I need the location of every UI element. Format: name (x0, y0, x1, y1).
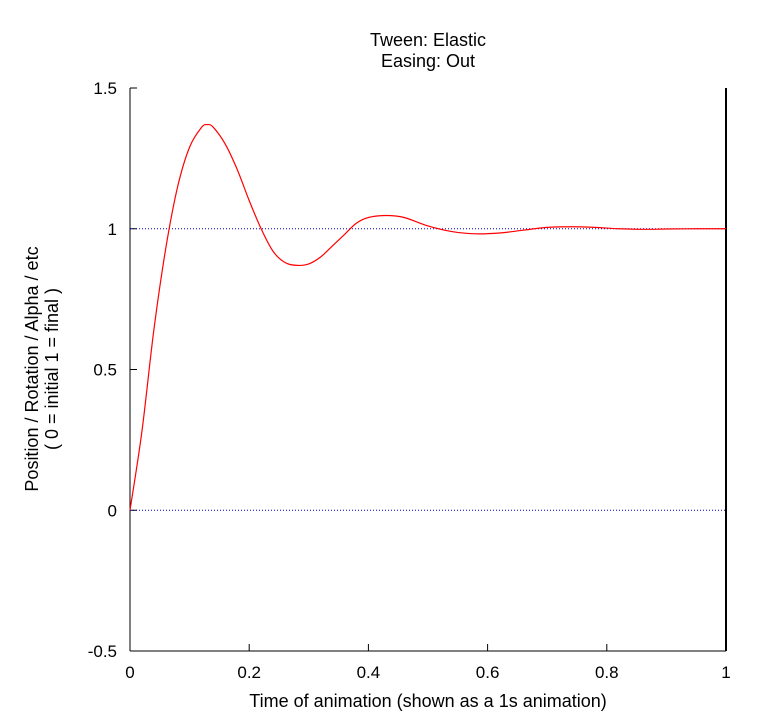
x-axis-label-group: Time of animation (shown as a 1s animati… (249, 691, 607, 711)
y-tick-label: 1 (108, 220, 117, 239)
x-tick-label: 1 (721, 663, 730, 682)
series-line (129, 123, 727, 511)
x-tick-label: 0.2 (237, 663, 261, 682)
y-tick-label: 0.5 (93, 361, 117, 380)
y-tick-label: -0.5 (88, 642, 117, 661)
y-axis-label-group: Position / Rotation / Alpha / etc ( 0 = … (22, 246, 62, 491)
x-tick-label: 0.4 (357, 663, 381, 682)
x-tick-label: 0 (125, 663, 134, 682)
y-axis-label-secondary: ( 0 = initial 1 = final ) (42, 288, 62, 450)
plot-area: 0 0.2 0.4 0.6 0.8 1 -0.5 0 0.5 1 1.5 (88, 79, 731, 682)
chart-subtitle: Easing: Out (381, 51, 475, 71)
y-tick-label: 1.5 (93, 79, 117, 98)
y-tick-label: 0 (108, 501, 117, 520)
x-tick-label: 0.6 (476, 663, 500, 682)
x-tick-label: 0.8 (595, 663, 619, 682)
x-axis-label: Time of animation (shown as a 1s animati… (249, 691, 607, 711)
chart-title: Tween: Elastic (370, 30, 486, 50)
y-axis-label: Position / Rotation / Alpha / etc (22, 246, 42, 491)
